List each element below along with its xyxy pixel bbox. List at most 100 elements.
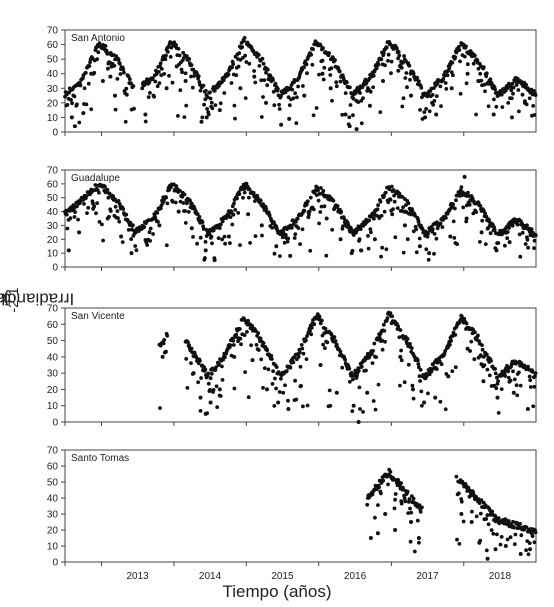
- data-point: [455, 242, 460, 247]
- data-point: [415, 358, 420, 363]
- data-point: [82, 202, 86, 206]
- data-point: [408, 77, 412, 82]
- data-point-outlier: [446, 374, 451, 379]
- data-point-outlier: [69, 115, 74, 120]
- data-point: [458, 59, 462, 64]
- data-point: [181, 50, 186, 55]
- data-point: [247, 61, 252, 66]
- data-point: [531, 404, 536, 409]
- data-point: [292, 236, 297, 240]
- data-point: [405, 237, 410, 242]
- data-point: [395, 206, 400, 211]
- data-point: [399, 65, 404, 70]
- data-point: [400, 104, 405, 109]
- data-point: [129, 237, 134, 242]
- data-point: [343, 357, 347, 362]
- data-point: [518, 254, 523, 259]
- data-point: [366, 234, 370, 238]
- data-point-outlier: [328, 86, 333, 91]
- data-point-outlier: [100, 79, 105, 83]
- data-point: [383, 63, 387, 68]
- data-point: [228, 215, 233, 220]
- data-point-outlier: [416, 536, 421, 540]
- data-point: [305, 334, 309, 338]
- data-point: [330, 227, 335, 232]
- data-point: [379, 57, 384, 62]
- data-point: [493, 371, 498, 376]
- data-point: [189, 74, 193, 79]
- data-point: [350, 409, 355, 413]
- data-point: [527, 96, 532, 101]
- data-point: [321, 46, 325, 50]
- data-point: [68, 216, 73, 221]
- data-point-outlier: [491, 112, 496, 117]
- data-point: [502, 370, 507, 375]
- y-tick-label: 60: [47, 462, 59, 473]
- data-point: [261, 61, 266, 66]
- data-point: [288, 365, 293, 370]
- data-point: [379, 213, 384, 218]
- data-point: [506, 519, 511, 523]
- data-point: [532, 246, 536, 251]
- data-point: [183, 71, 188, 76]
- data-point: [512, 542, 517, 547]
- data-point-outlier: [411, 387, 415, 392]
- data-point: [373, 515, 377, 520]
- data-point-outlier: [198, 395, 203, 400]
- data-point-outlier: [459, 512, 464, 516]
- data-point: [455, 537, 459, 542]
- data-point: [165, 333, 170, 338]
- data-point: [189, 201, 194, 206]
- y-tick-label: 70: [47, 446, 59, 457]
- data-point: [373, 407, 378, 412]
- data-point: [399, 348, 403, 353]
- data-point: [382, 329, 387, 333]
- data-point: [291, 96, 296, 101]
- data-point: [65, 226, 70, 231]
- data-point-outlier: [176, 209, 181, 214]
- data-point: [274, 365, 279, 369]
- data-point: [449, 70, 454, 74]
- data-point: [159, 67, 164, 71]
- data-point: [332, 335, 337, 340]
- data-point: [404, 71, 409, 75]
- data-point: [270, 357, 274, 361]
- data-point: [276, 87, 280, 91]
- data-point: [371, 213, 376, 218]
- data-point-outlier: [399, 499, 404, 504]
- data-point-outlier: [469, 520, 474, 524]
- data-point: [408, 539, 413, 544]
- data-point: [106, 195, 111, 200]
- data-point: [487, 373, 492, 378]
- data-point: [270, 225, 274, 230]
- data-point: [483, 89, 487, 94]
- data-point: [259, 78, 264, 83]
- data-point: [298, 242, 302, 247]
- data-point: [498, 542, 503, 547]
- data-point: [220, 364, 224, 369]
- data-point-outlier: [119, 234, 124, 239]
- data-point: [286, 236, 291, 241]
- data-point: [334, 80, 339, 85]
- data-point: [237, 51, 242, 55]
- data-point: [508, 84, 513, 89]
- data-point: [291, 222, 296, 227]
- x-tick-label: 2014: [199, 571, 222, 582]
- data-point: [407, 497, 412, 502]
- data-point: [506, 375, 511, 380]
- data-point: [435, 81, 440, 86]
- data-point: [117, 219, 122, 224]
- data-point: [152, 94, 157, 99]
- data-point: [64, 212, 69, 217]
- data-point: [425, 234, 430, 239]
- data-point: [116, 57, 121, 62]
- data-point: [515, 393, 520, 398]
- data-point: [451, 73, 455, 78]
- data-point: [379, 254, 383, 259]
- data-point: [399, 481, 403, 485]
- data-point: [103, 184, 107, 189]
- data-point: [533, 93, 538, 97]
- data-point: [461, 205, 466, 210]
- data-point: [409, 510, 414, 515]
- data-point: [195, 241, 200, 246]
